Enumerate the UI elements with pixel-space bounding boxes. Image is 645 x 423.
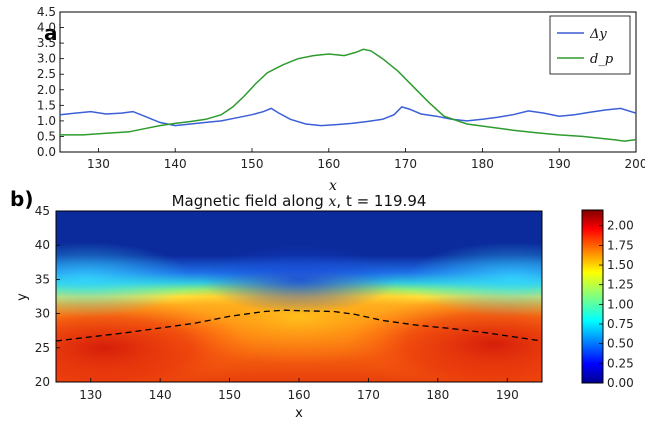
y-tick-label: 0.0 (37, 145, 56, 159)
legend-label-delta-y: Δy (589, 27, 607, 42)
colorbar-tick-label: 1.75 (607, 238, 634, 252)
x-tick-label: 150 (218, 388, 241, 402)
x-tick-label: 170 (357, 388, 380, 402)
y-tick-label: 1.0 (37, 114, 56, 128)
panel-a-series-layer (60, 48, 636, 142)
panel-b-y-ticks: 20 25 30 35 40 45 (35, 204, 60, 389)
x-tick-label: 160 (288, 388, 311, 402)
y-tick-label: 0.5 (37, 129, 56, 143)
y-tick-label: 45 (35, 204, 50, 218)
title-variable: x (329, 194, 337, 210)
series-line-delta-y (60, 106, 636, 127)
x-tick-label: 160 (317, 157, 340, 171)
panel-b-x-axis-label: x (295, 406, 303, 421)
series-line-dp (60, 48, 636, 142)
x-tick-label: 140 (149, 388, 172, 402)
heatmap-center-dip (56, 211, 542, 382)
y-tick-label: 40 (35, 238, 50, 252)
y-tick-label: 35 (35, 272, 50, 286)
y-tick-label: 1.5 (37, 98, 56, 112)
colorbar-tick-label: 0.75 (607, 317, 634, 331)
panel-b-y-axis-label: y (15, 293, 30, 301)
panel-a-plot-area (59, 11, 637, 153)
x-tick-label: 130 (79, 388, 102, 402)
y-tick-label: 2.0 (37, 83, 56, 97)
legend-label-dp: d_p (590, 52, 614, 67)
x-tick-label: 140 (164, 157, 187, 171)
x-tick-label: 200 (625, 157, 645, 171)
legend-box (549, 15, 631, 75)
colorbar-tick-label: 0.50 (607, 337, 634, 351)
colorbar-tick-label: 1.50 (607, 258, 634, 272)
x-tick-label: 180 (426, 388, 449, 402)
panel-b-x-ticks: 130 140 150 160 170 180 190 (79, 378, 519, 402)
y-tick-label: 30 (35, 307, 50, 321)
x-tick-label: 170 (394, 157, 417, 171)
panel-a-x-ticks: 130 140 150 160 170 180 190 200 (87, 148, 645, 171)
dashed-contour-line (56, 309, 542, 342)
title-suffix: , t = 119.94 (336, 192, 426, 210)
panel-a: a) 0.00.51.01.52.02.53.03.54.04.5 130 140… (37, 5, 645, 194)
y-tick-label: 4.0 (37, 21, 56, 35)
x-tick-label: 190 (496, 388, 519, 402)
y-tick-label: 4.5 (37, 5, 56, 19)
panel-b-tag: b) (10, 187, 33, 211)
colorbar-ticks: 0.00 0.25 0.50 0.75 1.00 1.25 1.50 1.75 2.00 (599, 219, 634, 390)
panel-b: b) Magnetic field along x, t = 119.94 20… (10, 187, 634, 421)
colorbar-tick-label: 2.00 (607, 219, 634, 233)
panel-a-legend: Δy d_p (549, 15, 631, 75)
panel-a-x-axis-label: x (329, 178, 337, 194)
x-tick-label: 130 (87, 157, 110, 171)
heatmap-field (56, 211, 542, 382)
colorbar: 0.00 0.25 0.50 0.75 1.00 1.25 1.50 1.75 2.00 (581, 209, 634, 390)
colorbar-tick-label: 0.25 (607, 356, 634, 370)
y-tick-label: 2.5 (37, 67, 56, 81)
x-tick-label: 150 (241, 157, 264, 171)
x-tick-label: 180 (471, 157, 494, 171)
y-tick-label: 3.0 (37, 52, 56, 66)
colorbar-tick-label: 1.00 (607, 297, 634, 311)
y-tick-label: 3.5 (37, 36, 56, 50)
title-prefix: Magnetic field along (172, 192, 329, 210)
panel-a-y-ticks: 0.0 0.51.0 1.52.0 2.53.0 3.54.0 4.5 (37, 5, 64, 159)
y-tick-label: 25 (35, 341, 50, 355)
colorbar-tick-label: 0.00 (607, 376, 634, 390)
panel-b-title: Magnetic field along x, t = 119.94 (172, 192, 427, 210)
x-tick-label: 190 (548, 157, 571, 171)
colorbar-gradient (581, 209, 604, 384)
colorbar-tick-label: 1.25 (607, 278, 634, 292)
y-tick-label: 20 (35, 375, 50, 389)
heatmap-contour-layer (56, 309, 542, 342)
